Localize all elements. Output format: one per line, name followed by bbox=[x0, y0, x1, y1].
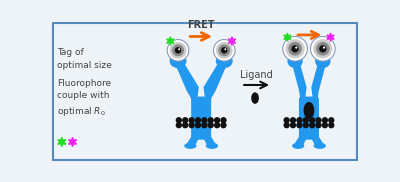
Circle shape bbox=[310, 36, 335, 61]
Circle shape bbox=[316, 118, 321, 123]
Circle shape bbox=[172, 44, 184, 56]
Circle shape bbox=[196, 118, 200, 123]
Circle shape bbox=[196, 123, 200, 128]
Circle shape bbox=[322, 118, 327, 123]
Circle shape bbox=[323, 46, 325, 49]
Circle shape bbox=[290, 118, 296, 123]
Circle shape bbox=[183, 118, 188, 123]
Polygon shape bbox=[327, 33, 334, 41]
Polygon shape bbox=[204, 60, 227, 101]
Ellipse shape bbox=[251, 92, 259, 104]
Text: Tag of
optimal size: Tag of optimal size bbox=[57, 48, 112, 70]
Circle shape bbox=[224, 48, 226, 50]
Circle shape bbox=[329, 118, 334, 123]
FancyBboxPatch shape bbox=[191, 96, 211, 140]
Circle shape bbox=[297, 123, 302, 128]
Text: FRET: FRET bbox=[188, 20, 215, 30]
Circle shape bbox=[288, 42, 302, 56]
Polygon shape bbox=[167, 37, 174, 45]
Ellipse shape bbox=[206, 143, 218, 149]
Ellipse shape bbox=[315, 54, 330, 68]
Ellipse shape bbox=[292, 143, 304, 149]
Circle shape bbox=[218, 44, 230, 56]
Circle shape bbox=[322, 123, 327, 128]
Circle shape bbox=[221, 123, 226, 128]
Polygon shape bbox=[228, 37, 236, 45]
Ellipse shape bbox=[287, 54, 303, 68]
Circle shape bbox=[208, 118, 213, 123]
Ellipse shape bbox=[184, 143, 196, 149]
Circle shape bbox=[310, 123, 315, 128]
Circle shape bbox=[215, 123, 220, 128]
Circle shape bbox=[189, 118, 194, 123]
Circle shape bbox=[316, 123, 321, 128]
Circle shape bbox=[283, 36, 308, 61]
Circle shape bbox=[202, 123, 207, 128]
Polygon shape bbox=[312, 60, 326, 101]
Polygon shape bbox=[284, 33, 291, 41]
FancyBboxPatch shape bbox=[299, 96, 319, 140]
Circle shape bbox=[208, 123, 213, 128]
Circle shape bbox=[303, 123, 308, 128]
Circle shape bbox=[178, 48, 180, 50]
Polygon shape bbox=[292, 60, 306, 101]
Circle shape bbox=[284, 118, 289, 123]
FancyBboxPatch shape bbox=[52, 23, 358, 161]
Polygon shape bbox=[295, 132, 308, 147]
Circle shape bbox=[286, 39, 305, 58]
Circle shape bbox=[221, 47, 228, 54]
Circle shape bbox=[183, 123, 188, 128]
Circle shape bbox=[319, 45, 326, 52]
Ellipse shape bbox=[314, 143, 326, 149]
Ellipse shape bbox=[216, 54, 233, 68]
Ellipse shape bbox=[170, 54, 186, 68]
Polygon shape bbox=[310, 132, 323, 147]
Ellipse shape bbox=[304, 102, 314, 119]
Polygon shape bbox=[58, 137, 66, 147]
Text: Ligand: Ligand bbox=[240, 70, 273, 80]
Circle shape bbox=[295, 46, 298, 49]
Polygon shape bbox=[68, 137, 76, 147]
Circle shape bbox=[303, 118, 308, 123]
Circle shape bbox=[215, 118, 220, 123]
Circle shape bbox=[284, 123, 289, 128]
Circle shape bbox=[291, 45, 299, 52]
Circle shape bbox=[176, 118, 181, 123]
Circle shape bbox=[167, 39, 189, 61]
Polygon shape bbox=[187, 132, 200, 147]
Circle shape bbox=[216, 42, 233, 59]
Circle shape bbox=[316, 42, 330, 56]
Circle shape bbox=[329, 123, 334, 128]
Circle shape bbox=[297, 118, 302, 123]
Circle shape bbox=[221, 118, 226, 123]
Circle shape bbox=[214, 39, 235, 61]
Circle shape bbox=[189, 123, 194, 128]
Circle shape bbox=[290, 123, 296, 128]
Circle shape bbox=[202, 118, 207, 123]
Circle shape bbox=[176, 123, 181, 128]
Circle shape bbox=[170, 42, 186, 59]
Circle shape bbox=[313, 39, 332, 58]
Polygon shape bbox=[175, 60, 198, 101]
Polygon shape bbox=[203, 132, 215, 147]
Text: Fluorophore
couple with
optimal $R_0$: Fluorophore couple with optimal $R_0$ bbox=[57, 79, 111, 118]
Circle shape bbox=[310, 118, 315, 123]
Circle shape bbox=[175, 47, 181, 54]
